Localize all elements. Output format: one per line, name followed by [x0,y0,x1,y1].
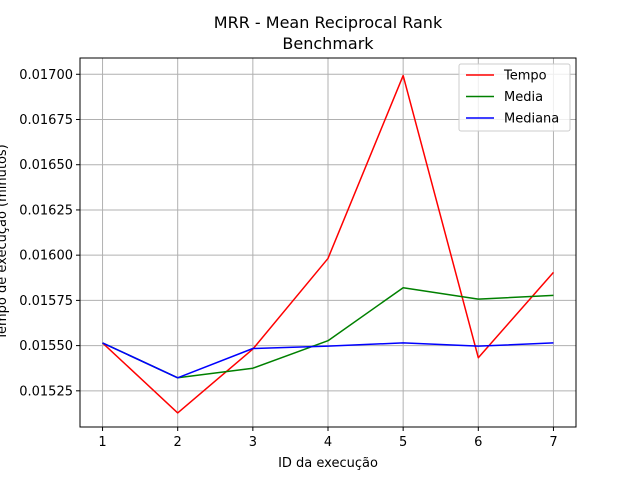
legend: Tempo Media Mediana [458,63,571,132]
x-tick-label: 6 [474,435,482,450]
y-tick-label: 0.01625 [19,203,73,218]
x-tick-label: 1 [98,435,106,450]
y-tick-label: 0.01600 [19,249,73,264]
x-tick-label: 5 [399,435,407,450]
legend-label-tempo: Tempo [503,69,547,84]
y-axis-ticks: 0.01525 0.01550 0.01575 0.01600 0.01625 0.016… [19,68,80,399]
x-tick-label: 2 [174,435,182,450]
x-axis-label: ID da execução [278,456,378,471]
y-tick-label: 0.01525 [19,384,73,399]
series-lines [102,74,555,414]
x-axis-ticks: 1 2 3 4 5 6 7 [98,427,558,450]
legend-box [458,63,571,132]
y-axis-label: Tempo de execução (minutos) [0,144,10,340]
x-tick-label: 3 [249,435,257,450]
y-tick-label: 0.01650 [19,158,73,173]
chart-title-line-2: Benchmark [282,34,374,53]
series-line-mediana [102,342,554,379]
y-tick-label: 0.01550 [19,339,73,354]
chart-title-line-1: MRR - Mean Reciprocal Rank [214,13,443,32]
legend-label-media: Media [504,90,543,105]
legend-label-mediana: Mediana [504,112,559,127]
y-tick-label: 0.01675 [19,113,73,128]
y-tick-label: 0.01700 [19,68,73,83]
series-line-tempo [102,74,555,414]
x-tick-label: 7 [549,435,557,450]
x-tick-label: 4 [324,435,332,450]
y-tick-label: 0.01575 [19,294,73,309]
